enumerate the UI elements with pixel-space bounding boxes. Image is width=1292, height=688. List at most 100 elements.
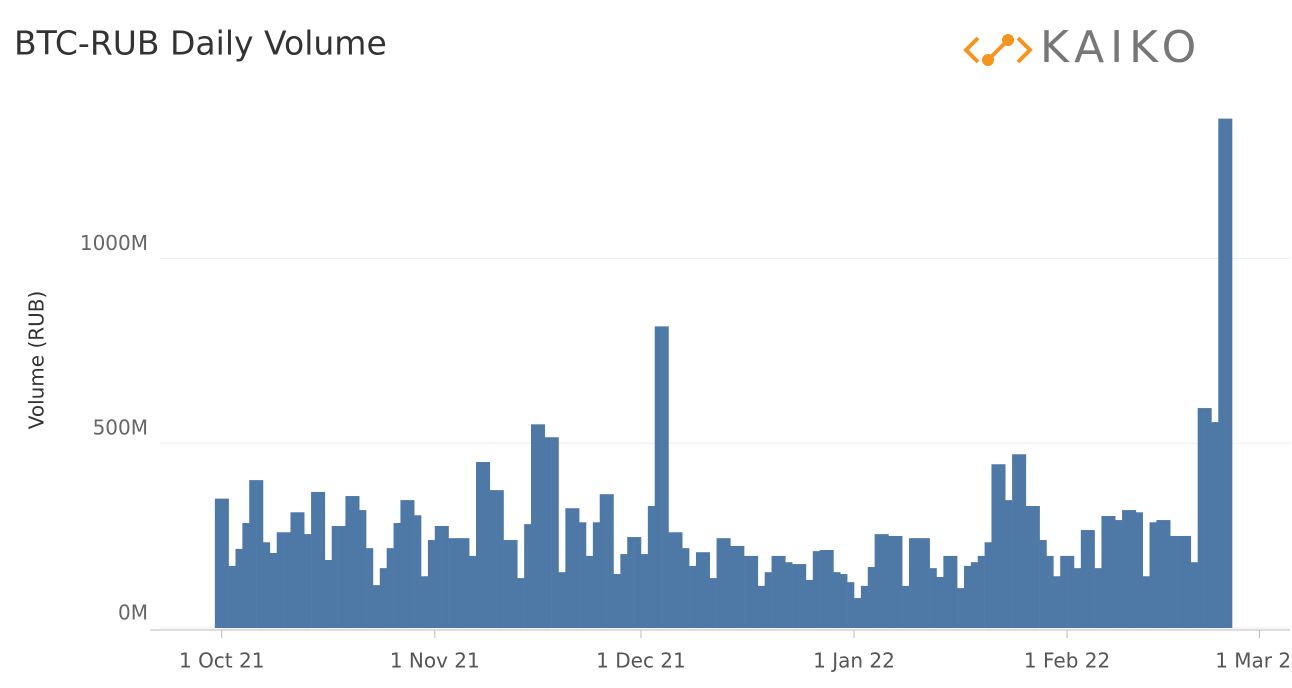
logo-icon (963, 34, 1033, 66)
bar (1039, 540, 1047, 628)
bar (1080, 530, 1088, 628)
bar (407, 500, 415, 628)
bar (943, 555, 951, 628)
bar (592, 522, 601, 628)
bar (1073, 568, 1082, 628)
bar (427, 540, 436, 628)
bar (1122, 510, 1130, 628)
bar (256, 480, 264, 628)
bar (262, 542, 271, 628)
bar (702, 552, 710, 628)
bar (895, 535, 903, 628)
bar (441, 525, 449, 628)
bar (867, 567, 875, 628)
bar (812, 551, 820, 628)
bar (1025, 506, 1034, 628)
bar (689, 565, 697, 628)
bar (881, 534, 889, 628)
bar (654, 326, 662, 628)
bar (957, 588, 965, 628)
bar (386, 548, 394, 628)
bar (579, 522, 587, 628)
bar (317, 491, 326, 628)
bar (304, 534, 312, 628)
bar (1115, 520, 1123, 628)
bar (448, 538, 456, 628)
bar (276, 532, 284, 628)
bar (1012, 454, 1020, 628)
bar (709, 578, 717, 628)
bar (531, 424, 539, 628)
bar (606, 494, 614, 628)
bar (400, 500, 408, 628)
bar (819, 550, 827, 628)
bar (572, 508, 580, 628)
bar (1135, 512, 1143, 628)
bar (1053, 576, 1061, 628)
bar (991, 464, 999, 628)
bar (1018, 454, 1027, 628)
bar (1128, 510, 1137, 628)
bar (805, 579, 814, 628)
bar (915, 538, 924, 628)
bar (489, 490, 497, 628)
bar (1183, 535, 1192, 628)
bar (565, 508, 573, 628)
y-axis-label: Volume (RUB) (25, 291, 49, 430)
bar (909, 538, 917, 628)
bar (854, 598, 862, 628)
bar (214, 498, 223, 628)
bar (331, 525, 339, 628)
bar (840, 574, 848, 628)
bar (970, 562, 979, 628)
bar (496, 490, 504, 628)
x-tick-label: 1 Oct 21 (179, 649, 264, 673)
bar (1218, 118, 1226, 628)
bar (345, 496, 353, 628)
bar (785, 562, 793, 628)
bar (366, 548, 374, 628)
bar (434, 525, 442, 628)
y-tick-label: 1000M (80, 231, 148, 255)
bar (620, 554, 628, 628)
bar (558, 572, 566, 628)
bar (221, 498, 229, 628)
chart-title: BTC-RUB Daily Volume (14, 24, 387, 63)
bar (634, 537, 642, 628)
bar (551, 437, 559, 628)
bar (723, 538, 731, 628)
bar (744, 555, 752, 628)
bar (682, 548, 690, 628)
bar (462, 538, 470, 628)
bar (599, 494, 607, 628)
bar (1101, 515, 1109, 628)
bar (936, 576, 944, 628)
bar (1149, 522, 1157, 628)
bar (929, 568, 937, 628)
bar (1087, 530, 1095, 628)
y-tick-label: 500M (93, 416, 148, 440)
bar (1225, 118, 1233, 628)
bar (627, 537, 635, 628)
x-tick-label: 1 Mar 22 (1215, 649, 1292, 673)
bar (269, 552, 278, 628)
bar (482, 462, 491, 628)
bar (771, 555, 779, 628)
bar (1163, 520, 1171, 628)
bar (792, 564, 800, 628)
bar (359, 510, 367, 628)
bar (283, 532, 291, 628)
bar (675, 532, 683, 628)
bar (950, 555, 958, 628)
bar (860, 585, 869, 628)
bar (640, 554, 649, 628)
bar (510, 540, 518, 628)
bar (963, 565, 972, 628)
y-tick-label: 0M (118, 601, 148, 625)
bar (290, 512, 298, 628)
bar (455, 538, 463, 628)
bar (874, 534, 882, 628)
bar (297, 512, 305, 628)
bar (311, 491, 319, 628)
bar (668, 532, 676, 628)
